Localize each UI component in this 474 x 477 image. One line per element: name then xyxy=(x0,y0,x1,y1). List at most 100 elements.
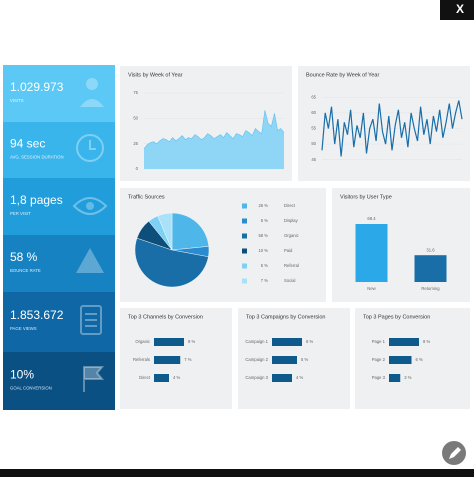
y-tick-label: 50 xyxy=(133,115,138,120)
kpi-value: 58 % xyxy=(10,250,38,264)
eye-icon xyxy=(72,197,108,215)
bar xyxy=(272,338,302,346)
line xyxy=(321,100,463,157)
kpi-label: GOAL CONVERSION xyxy=(10,385,52,390)
y-tick-label: 45 xyxy=(311,157,316,162)
clock-icon xyxy=(89,140,96,150)
chart-title: Top 3 Channels by Conversion xyxy=(128,314,203,320)
legend-value: 5 % xyxy=(261,263,268,268)
chart-title: Bounce Rate by Week of Year xyxy=(306,72,379,78)
chart-title: Top 3 Campaigns by Conversion xyxy=(246,314,326,320)
bar-value-label: 4 % xyxy=(173,375,180,380)
pencil-icon xyxy=(449,447,461,459)
close-area xyxy=(440,0,474,20)
y-tick-label: 0 xyxy=(136,166,139,171)
x-tick-label: Returning xyxy=(421,286,440,291)
chart-card: Visitors by User Type 68.4 New 31.6 Returnin… xyxy=(332,188,470,302)
card-bg xyxy=(355,308,470,409)
legend-label: Paid xyxy=(284,248,293,253)
pie-slice xyxy=(134,237,209,288)
area-fill xyxy=(144,110,284,169)
legend-swatch xyxy=(242,218,247,224)
bar xyxy=(389,338,419,346)
bar xyxy=(272,356,297,364)
bar xyxy=(389,374,401,382)
legend-swatch xyxy=(242,263,247,269)
legend-swatch xyxy=(242,248,247,254)
kpi-label: AVG. SESSION DURATION xyxy=(10,155,64,160)
bar-value-label: 4 % xyxy=(296,375,303,380)
bar xyxy=(355,224,388,282)
document-icon xyxy=(80,305,102,335)
kpi-tile xyxy=(3,122,115,178)
pie-slice xyxy=(171,212,210,251)
person-icon xyxy=(86,78,98,90)
area-line xyxy=(143,110,285,149)
chart-card: Top 3 Campaigns by Conversion Campaign 1 6… xyxy=(238,308,350,409)
kpi-value: 1.029.973 xyxy=(10,80,64,94)
person-icon xyxy=(80,99,104,107)
legend-label: Referral xyxy=(284,263,299,268)
card-bg xyxy=(332,188,470,302)
y-tick-label: Organic xyxy=(135,339,150,344)
chart-card: Visits by Week of Year 0 25 50 75 xyxy=(120,66,292,181)
y-tick-label: Page 2 xyxy=(372,357,386,362)
kpi-label: VISITS xyxy=(10,98,24,103)
clock-icon xyxy=(76,134,104,162)
legend-swatch xyxy=(242,203,247,209)
legend-label: Organic xyxy=(284,233,299,238)
eye-icon xyxy=(86,202,94,210)
chart-card: Traffic Sources 26 % Direct 5 % Display 58 % O… xyxy=(120,188,326,302)
bar xyxy=(272,374,292,382)
bar xyxy=(414,255,447,282)
kpi-value: 1.853.672 xyxy=(10,308,64,322)
y-tick-label: Page 3 xyxy=(372,375,386,380)
bar-value-label: 8 % xyxy=(423,339,430,344)
y-tick-label: 75 xyxy=(133,90,138,95)
kpi-value: 1,8 pages xyxy=(10,193,63,207)
kpi-tile xyxy=(3,178,115,235)
legend-value: 7 % xyxy=(261,278,268,283)
kpi-label: PER VISIT xyxy=(10,211,31,216)
x-tick-label: New xyxy=(367,286,376,291)
legend-label: Social xyxy=(284,278,295,283)
bar-value-label: 31.6 xyxy=(426,247,435,252)
legend-swatch xyxy=(242,278,247,284)
bar-value-label: 7 % xyxy=(184,357,191,362)
kpi-tile xyxy=(3,292,115,352)
document-icon xyxy=(85,313,97,327)
kpi-column: 1.029.973 VISITS 94 sec AVG. SESSION DURATI… xyxy=(3,65,115,410)
kpi-tile xyxy=(3,65,115,122)
bar-value-label: 6 % xyxy=(306,339,313,344)
chart-card: Top 3 Pages by Conversion Page 1 8 % Page 2… xyxy=(355,308,470,409)
y-tick-label: 55 xyxy=(311,126,316,131)
legend-value: 26 % xyxy=(258,203,268,208)
bar-value-label: 8 % xyxy=(188,339,195,344)
chart-card: Top 3 Channels by Conversion Organic 8 % Re… xyxy=(120,308,232,409)
flag-icon xyxy=(83,366,105,392)
bar xyxy=(154,374,169,382)
y-tick-label: 25 xyxy=(133,141,138,146)
bar xyxy=(154,338,184,346)
bar xyxy=(389,356,412,364)
kpi-label: PAGE VIEWS xyxy=(10,326,37,331)
charts: Visits by Week of Year 0 25 50 75 Bounce Rate… xyxy=(120,66,470,409)
kpi-label: BOUNCE RATE xyxy=(10,268,41,273)
bar-value-label: 68.4 xyxy=(367,216,376,221)
bar xyxy=(154,356,181,364)
bar-value-label: 3 % xyxy=(404,375,411,380)
bar-value-label: 5 % xyxy=(301,357,308,362)
kpi-icons xyxy=(72,78,108,392)
close-button[interactable]: X xyxy=(456,2,464,16)
legend-swatch xyxy=(242,233,247,239)
y-tick-label: Direct xyxy=(139,375,151,380)
pie-slice xyxy=(157,212,173,251)
legend-value: 10 % xyxy=(258,248,268,253)
chart-title: Traffic Sources xyxy=(128,194,165,200)
y-tick-label: Page 1 xyxy=(372,339,386,344)
kpi-value: 10% xyxy=(10,367,34,381)
chart-card: Bounce Rate by Week of Year 45 50 55 60 65 xyxy=(298,66,470,181)
y-tick-label: Referrals xyxy=(133,357,150,362)
